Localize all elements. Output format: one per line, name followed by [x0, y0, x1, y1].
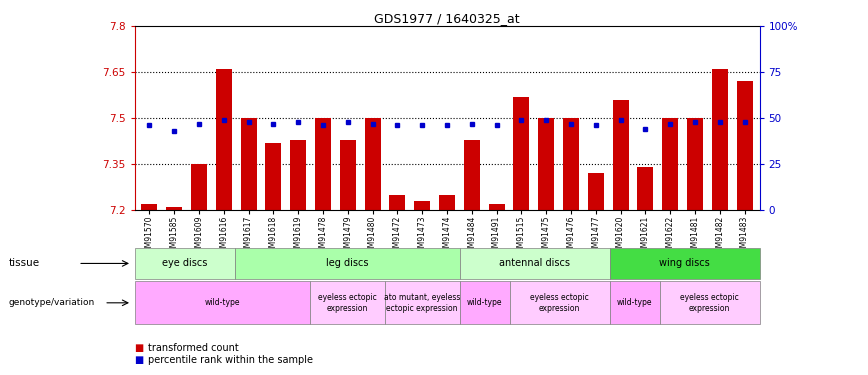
Text: eye discs: eye discs	[161, 258, 207, 268]
Text: antennal discs: antennal discs	[499, 258, 570, 268]
Text: wild-type: wild-type	[467, 298, 503, 307]
Bar	[513, 97, 529, 210]
Bar	[191, 164, 207, 210]
Text: percentile rank within the sample: percentile rank within the sample	[148, 355, 312, 365]
Text: ■: ■	[135, 355, 144, 365]
Text: ato mutant, eyeless
ectopic expression: ato mutant, eyeless ectopic expression	[384, 293, 460, 312]
Bar	[266, 142, 281, 210]
Bar	[166, 207, 182, 210]
Bar	[563, 118, 579, 210]
Bar	[339, 140, 356, 210]
Bar	[613, 100, 628, 210]
Bar	[588, 173, 604, 210]
Text: tissue: tissue	[9, 258, 40, 268]
Bar	[489, 204, 504, 210]
Bar	[290, 140, 306, 210]
Bar	[464, 140, 480, 210]
Text: wild-type: wild-type	[204, 298, 240, 307]
Text: leg discs: leg discs	[326, 258, 368, 268]
Text: wing discs: wing discs	[659, 258, 710, 268]
Text: eyeless ectopic
expression: eyeless ectopic expression	[530, 293, 589, 312]
Bar	[712, 69, 728, 210]
Text: wild-type: wild-type	[617, 298, 652, 307]
Text: ■: ■	[135, 343, 144, 353]
Bar	[365, 118, 381, 210]
Bar	[414, 201, 431, 210]
Bar	[390, 195, 405, 210]
Bar	[737, 81, 753, 210]
Title: GDS1977 / 1640325_at: GDS1977 / 1640325_at	[374, 12, 520, 25]
Text: genotype/variation: genotype/variation	[9, 298, 95, 307]
Bar	[637, 167, 654, 210]
Bar	[538, 118, 555, 210]
Bar	[240, 118, 257, 210]
Bar	[439, 195, 455, 210]
Bar	[687, 118, 703, 210]
Bar	[216, 69, 232, 210]
Text: eyeless ectopic
expression: eyeless ectopic expression	[318, 293, 377, 312]
Bar	[141, 204, 157, 210]
Bar	[662, 118, 678, 210]
Bar	[315, 118, 331, 210]
Text: transformed count: transformed count	[148, 343, 239, 353]
Text: eyeless ectopic
expression: eyeless ectopic expression	[681, 293, 739, 312]
